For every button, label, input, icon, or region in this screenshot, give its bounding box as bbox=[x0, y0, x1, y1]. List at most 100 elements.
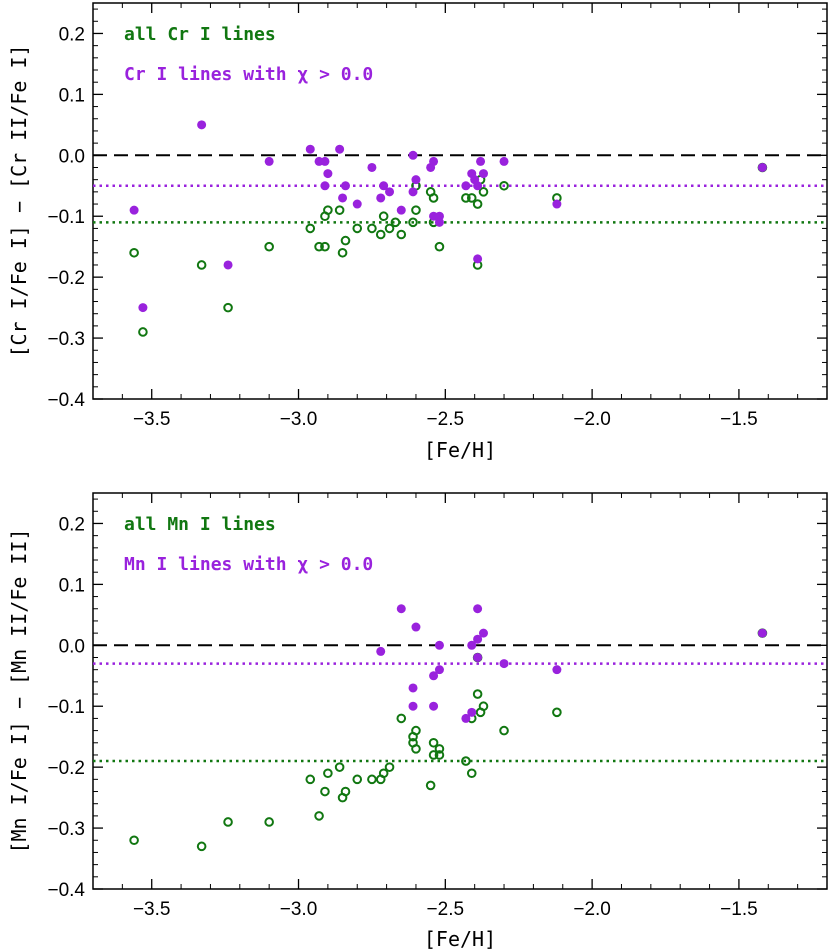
mn-all-lines-point bbox=[314, 811, 324, 821]
cr-all-lines-point bbox=[466, 193, 477, 203]
cr-all-lines-point bbox=[384, 223, 395, 234]
cr-all-lines-point bbox=[499, 180, 509, 191]
mn-all-lines-point bbox=[552, 707, 562, 718]
mn-selected-lines-point bbox=[757, 628, 767, 638]
cr-all-lines-point bbox=[472, 199, 483, 209]
mn-selected-lines-point bbox=[434, 640, 444, 650]
cr-all-lines-point bbox=[334, 205, 345, 215]
mn-all-lines-point bbox=[411, 744, 421, 754]
mn-selected-lines-point bbox=[408, 701, 418, 711]
mn-selected-lines-point bbox=[429, 671, 439, 681]
cr-selected-lines-point bbox=[305, 144, 315, 154]
mn-y-tick-label: −0.3 bbox=[47, 819, 85, 840]
mn-legend-selected-lines: Mn I lines with χ > 0.0 bbox=[124, 554, 373, 575]
mn-panel: −3.5 −3.0 −2.5 −2.0 −1.5 −0.4 −0.3 −0.2 −0.1 0.0 0… bbox=[7, 492, 828, 951]
mn-selected-lines-point bbox=[478, 628, 488, 638]
mn-all-lines-point bbox=[396, 713, 407, 724]
mn-all-lines-point bbox=[466, 768, 477, 779]
cr-x-tick-label: −3.5 bbox=[133, 409, 171, 430]
cr-selected-lines-point bbox=[476, 156, 486, 166]
cr-selected-lines-point bbox=[499, 156, 509, 166]
mn-all-lines-point bbox=[434, 744, 445, 754]
mn-selected-lines-point bbox=[467, 707, 477, 717]
cr-all-lines-point bbox=[478, 187, 489, 197]
mn-all-lines-point bbox=[384, 762, 395, 772]
mn-y-tick-label: 0.2 bbox=[59, 514, 85, 535]
mn-all-lines-point bbox=[320, 786, 330, 797]
mn-selected-lines-point bbox=[461, 713, 471, 723]
cr-all-lines-point bbox=[337, 247, 348, 258]
cr-selected-lines-point bbox=[385, 187, 395, 197]
cr-selected-lines-point bbox=[340, 181, 350, 191]
cr-selected-lines-point bbox=[478, 169, 488, 179]
cr-x-tick-label: −2.5 bbox=[427, 409, 465, 430]
cr-selected-lines-point bbox=[396, 205, 406, 215]
cr-y-tick-label: −0.4 bbox=[47, 390, 85, 411]
cr-all-lines-point bbox=[378, 211, 389, 222]
cr-all-lines-point bbox=[223, 302, 233, 313]
cr-selected-lines-point bbox=[434, 217, 444, 227]
mn-all-lines-point bbox=[129, 835, 139, 846]
mn-selected-lines-point bbox=[499, 659, 509, 669]
mn-all-lines-point bbox=[478, 701, 489, 712]
mn-x-tick-label: −2.0 bbox=[573, 899, 611, 920]
mn-all-lines-point bbox=[196, 841, 207, 852]
mn-selected-lines-point bbox=[473, 634, 483, 644]
mn-y-axis-label: [Mn I/Fe I] − [Mn II/Fe II] bbox=[7, 528, 31, 853]
cr-selected-lines-point bbox=[320, 156, 330, 166]
cr-selected-lines-point bbox=[408, 187, 418, 197]
mn-all-lines-point bbox=[352, 774, 363, 785]
mn-selected-lines-point bbox=[473, 652, 483, 662]
mn-x-axis-label: [Fe/H] bbox=[424, 927, 496, 951]
cr-all-lines-point bbox=[305, 223, 316, 234]
mn-all-lines-point bbox=[472, 689, 483, 699]
mn-x-tick-label: −3.5 bbox=[133, 899, 171, 920]
cr-selected-lines-point bbox=[338, 193, 348, 203]
cr-all-lines-point bbox=[408, 217, 418, 228]
cr-plot-frame bbox=[92, 2, 828, 400]
cr-selected-lines-point bbox=[473, 254, 483, 264]
cr-selected-lines-point bbox=[461, 181, 471, 191]
cr-selected-lines-point bbox=[411, 175, 421, 185]
cr-all-lines-point bbox=[428, 193, 439, 203]
cr-x-tick-label: −2.0 bbox=[573, 409, 611, 430]
cr-all-lines-point bbox=[323, 205, 333, 215]
cr-y-tick-label: −0.1 bbox=[47, 207, 85, 228]
mn-x-tick-label: −1.5 bbox=[720, 899, 758, 920]
cr-x-tick-label: −3.0 bbox=[280, 409, 318, 430]
cr-selected-lines-point bbox=[129, 205, 139, 215]
cr-selected-lines-point bbox=[408, 150, 418, 160]
cr-panel: −3.5 −3.0 −2.5 −2.0 −1.5 −0.4 −0.3 −0.2 −0.1 0.0 0… bbox=[7, 2, 828, 462]
cr-all-lines-point bbox=[367, 223, 377, 234]
cr-y-tick-label: −0.3 bbox=[47, 329, 85, 350]
cr-selected-lines-point bbox=[429, 156, 439, 166]
cr-selected-lines-point bbox=[264, 156, 274, 166]
mn-all-lines-point bbox=[323, 768, 333, 779]
mn-y-tick-label: −0.2 bbox=[47, 758, 85, 779]
cr-all-lines-point bbox=[411, 205, 421, 215]
mn-all-lines-point bbox=[428, 737, 439, 748]
cr-selected-lines-point bbox=[352, 199, 362, 209]
mn-all-lines-point bbox=[305, 774, 316, 785]
mn-legend-all-lines: all Mn I lines bbox=[124, 514, 276, 535]
mn-all-lines-point bbox=[223, 817, 233, 827]
mn-plot-frame bbox=[92, 492, 828, 890]
cr-all-lines-point bbox=[314, 241, 324, 252]
mn-selected-lines-point bbox=[434, 665, 444, 675]
mn-all-lines-point bbox=[378, 768, 389, 779]
mn-selected-lines-point bbox=[552, 665, 562, 675]
cr-all-lines-point bbox=[196, 260, 207, 270]
cr-selected-lines-point bbox=[197, 120, 207, 130]
cr-all-lines-point bbox=[129, 247, 139, 258]
cr-y-tick-label: −0.2 bbox=[47, 268, 85, 289]
mn-y-tick-label: 0.0 bbox=[59, 636, 85, 657]
cr-y-tick-label: 0.1 bbox=[59, 85, 85, 106]
mn-all-lines-point bbox=[340, 786, 351, 797]
mn-all-lines-point bbox=[367, 774, 377, 785]
cr-y-tick-label: 0.2 bbox=[59, 24, 85, 45]
mn-selected-lines-point bbox=[408, 683, 418, 693]
mn-selected-lines-point bbox=[429, 701, 439, 711]
mn-selected-lines-point bbox=[376, 646, 386, 656]
cr-selected-lines-point bbox=[138, 303, 148, 313]
